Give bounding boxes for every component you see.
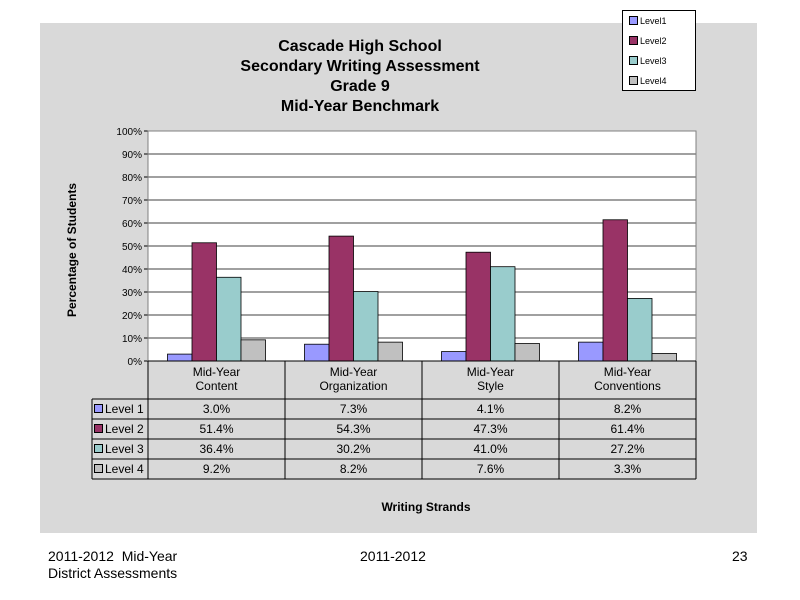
legend-label-level-1: Level1 [640,16,667,26]
x-tick-label: Organization [319,379,387,393]
bar-level-2-content [191,242,217,362]
bar-level-3-content [216,276,242,362]
footer-center: 2011-2012 [360,548,426,564]
bar-level-2-organization [328,235,354,362]
legend-item-level-1: Level1 [629,15,667,27]
bar-level-1-organization [304,343,330,362]
table-cell: 27.2% [610,442,645,456]
x-tick-label: Style [477,379,504,393]
footer-page-number: 23 [732,548,748,564]
legend-label-level-2: Level2 [640,36,667,46]
table-swatch [94,404,103,414]
table-cell: 41.0% [473,442,508,456]
table-cell: 54.3% [336,422,371,436]
bar-level-3-style [490,266,516,362]
bar-level-3-conventions [627,298,653,362]
table-cell: 61.4% [610,422,645,436]
data-table: Level 1 3.0% 7.3% 4.1% 8.2% Level 2 51.4% 54.3%… [92,399,696,481]
table-row-header: Level 1 [94,399,144,419]
bar-level-2-conventions [602,219,628,362]
table-series-name: Level 3 [105,442,144,456]
table-cell: 47.3% [473,422,508,436]
bar-level-2-style [465,251,491,362]
bar-level-3-organization [353,291,379,362]
table-row-header: Level 4 [94,459,144,479]
table-cell: 36.4% [199,442,234,456]
chart-title-line-2: Secondary Writing Assessment [240,58,480,75]
y-tick-label: 50% [122,242,142,253]
y-tick-label: 100% [116,127,142,138]
footer-left-line-2: District Assessments [48,565,178,581]
y-tick-label: 60% [122,219,142,230]
table-cell: 8.2% [613,402,642,416]
legend: Level1 Level2 Level3 Level4 [622,10,696,91]
y-tick-label: 0% [128,357,143,368]
table-cell: 3.3% [613,462,642,476]
legend-item-level-2: Level2 [629,35,667,47]
legend-label-level-4: Level4 [640,76,667,86]
x-axis-label: Writing Strands [381,500,471,514]
x-tick-label: Mid-Year [330,365,378,379]
table-swatch [94,444,103,454]
table-swatch [94,464,103,474]
y-tick-label: 90% [122,150,142,161]
legend-swatch-level-3 [629,56,638,66]
chart-title-line-1: Cascade High School [278,38,442,55]
x-tick-label: Conventions [594,379,661,393]
bar-level-1-content [167,353,193,362]
table-cell: 4.1% [476,402,505,416]
table-series-name: Level 2 [105,422,144,436]
y-tick-label: 40% [122,265,142,276]
y-tick-label: 80% [122,173,142,184]
y-tick-label: 10% [122,334,142,345]
legend-swatch-level-2 [629,36,638,46]
table-row-header: Level 2 [94,419,144,439]
chart-title-line-3: Grade 9 [330,78,390,95]
legend-item-level-3: Level3 [629,55,667,67]
x-tick-label: Mid-Year [604,365,652,379]
footer-left: 2011-2012 Mid-Year District Assessments [48,548,177,582]
legend-swatch-level-4 [629,76,638,86]
table-cell: 7.6% [476,462,505,476]
bar-level-4-content [240,339,266,362]
table-cell: 7.3% [339,402,368,416]
x-tick-label: Mid-Year [467,365,515,379]
bar-level-1-conventions [578,341,604,362]
legend-swatch-level-1 [629,16,638,26]
table-series-name: Level 4 [105,462,144,476]
y-tick-label: 70% [122,196,142,207]
x-tick-label: Mid-Year [193,365,241,379]
bar-level-4-organization [377,341,403,362]
table-cell: 30.2% [336,442,371,456]
table-swatch [94,424,103,434]
bar-level-4-conventions [651,353,677,362]
table-cell: 8.2% [339,462,368,476]
y-tick-label: 20% [122,311,142,322]
chart-title-line-4: Mid-Year Benchmark [280,98,440,115]
legend-label-level-3: Level3 [640,56,667,66]
bar-level-1-style [441,351,467,362]
y-tick-label: 30% [122,288,142,299]
table-series-name: Level 1 [105,402,144,416]
table-cell: 3.0% [202,402,231,416]
footer-left-line-1: 2011-2012 Mid-Year [48,548,178,564]
legend-item-level-4: Level4 [629,75,667,87]
table-row-header: Level 3 [94,439,144,459]
table-cell: 51.4% [199,422,234,436]
x-tick-label: Content [195,379,238,393]
table-cell: 9.2% [202,462,231,476]
bar-level-4-style [514,343,540,362]
